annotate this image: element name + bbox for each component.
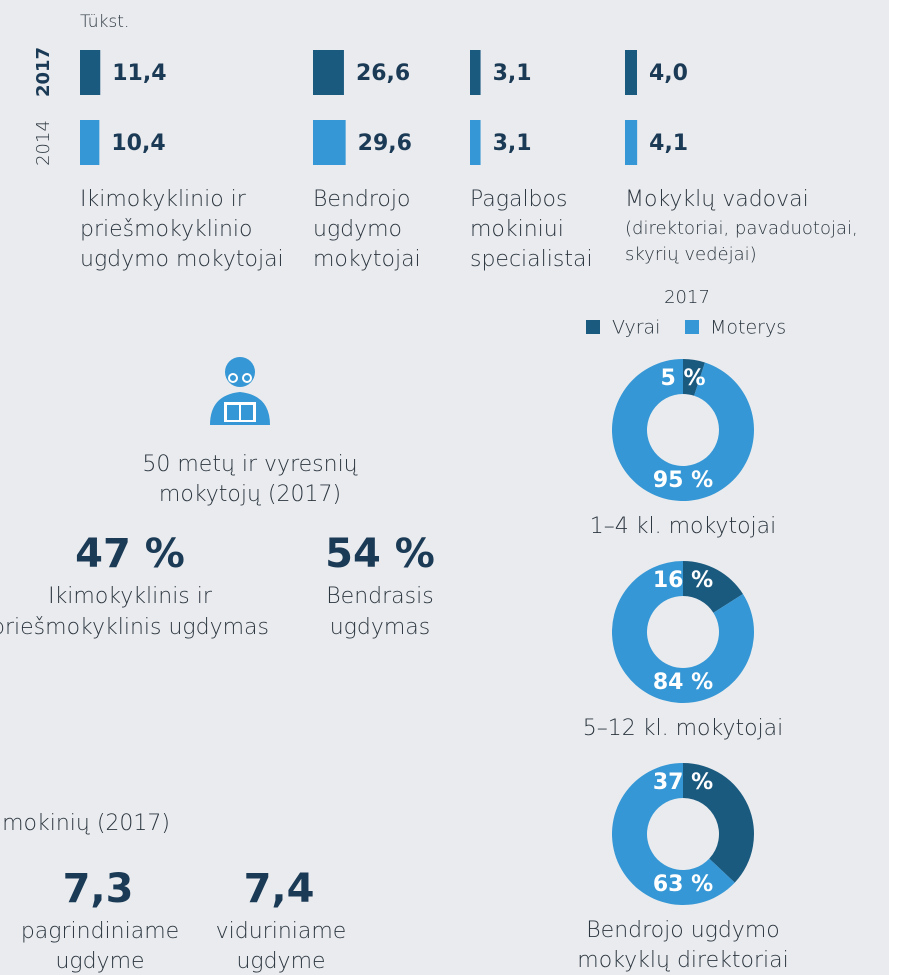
donut-segment <box>611 763 735 905</box>
bar <box>80 50 101 95</box>
value-label: 10,4 <box>111 131 165 156</box>
bar <box>80 120 100 165</box>
bar <box>625 120 638 165</box>
group-label: Pagalbos <box>470 187 567 212</box>
group-note: (direktoriai, pavaduotojai, <box>625 218 858 239</box>
edge <box>889 0 899 975</box>
group-label: Bendrojo <box>313 187 410 212</box>
donut-label: 37 % <box>653 770 713 795</box>
students-stat-label: pagrindiniame <box>21 919 179 944</box>
year-2017: 2017 <box>33 47 54 97</box>
older-stat: 47 % <box>75 531 185 577</box>
donut-caption: 5–12 kl. mokytojai <box>583 716 783 741</box>
older-stat-label: priešmokyklinis ugdymas <box>0 615 269 640</box>
older-title: 50 metų ir vyresnių <box>142 452 357 477</box>
legend-swatch <box>685 320 699 334</box>
value-label: 3,1 <box>493 131 532 156</box>
donut-segment <box>612 561 754 704</box>
donut-label: 63 % <box>653 872 713 897</box>
year-2014: 2014 <box>33 120 54 166</box>
value-label: 3,1 <box>493 61 532 86</box>
group-label: mokytojai <box>313 247 421 272</box>
group-label: Ikimokyklinio ir <box>80 187 247 212</box>
donut-label: 5 % <box>660 366 705 391</box>
donut-label: 84 % <box>653 670 713 695</box>
donut-caption: Bendrojo ugdymo <box>586 918 779 943</box>
donut-caption: 1–4 kl. mokytojai <box>590 514 776 539</box>
bar <box>313 120 346 165</box>
value-label: 11,4 <box>112 61 166 86</box>
group-label: specialistai <box>470 247 593 272</box>
bar <box>625 50 637 95</box>
older-stat-label: Bendrasis <box>326 584 433 609</box>
unit: Tükst. <box>80 12 129 32</box>
older-title: mokytojų (2017) <box>159 482 341 507</box>
older-stat-label: ugdymas <box>330 615 431 640</box>
legend-label: Moterys <box>710 317 786 339</box>
donut-caption: mokyklų direktoriai <box>577 948 788 973</box>
donut-segment <box>683 561 743 613</box>
teacher-icon <box>210 357 270 425</box>
bar <box>470 50 481 95</box>
group-label: ugdymo <box>313 217 402 242</box>
gender-year: 2017 <box>664 287 710 308</box>
value-label: 26,6 <box>356 61 410 86</box>
older-stat: 54 % <box>325 531 435 577</box>
group-label: ugdymo mokytojai <box>80 247 284 272</box>
value-label: 4,0 <box>649 61 688 86</box>
bar <box>470 120 481 165</box>
group-note: skyrių vedėjai) <box>625 244 757 265</box>
donut-label: 95 % <box>653 468 713 493</box>
students-title: mokinių (2017) <box>2 811 170 836</box>
students-stat: 7,3 <box>63 866 134 912</box>
students-stat-label: viduriniame <box>216 919 347 944</box>
students-stat-label: ugdyme <box>55 949 144 974</box>
group-label: mokiniui <box>470 217 564 242</box>
legend-swatch <box>586 320 600 334</box>
donut-segment <box>611 359 754 501</box>
donut-segment <box>683 359 705 396</box>
value-label: 4,1 <box>649 131 688 156</box>
value-label: 29,6 <box>358 131 412 156</box>
legend-label: Vyrai <box>612 317 660 339</box>
group-label: priešmokyklinio <box>80 217 252 242</box>
donut-segment <box>683 763 754 883</box>
students-stat-label: ugdyme <box>236 949 325 974</box>
donut-label: 16 % <box>653 568 713 593</box>
bar <box>313 50 344 95</box>
older-stat-label: Ikimokyklinis ir <box>48 584 213 609</box>
students-stat: 7,4 <box>244 866 315 912</box>
group-label: Mokyklų vadovai <box>625 187 809 212</box>
